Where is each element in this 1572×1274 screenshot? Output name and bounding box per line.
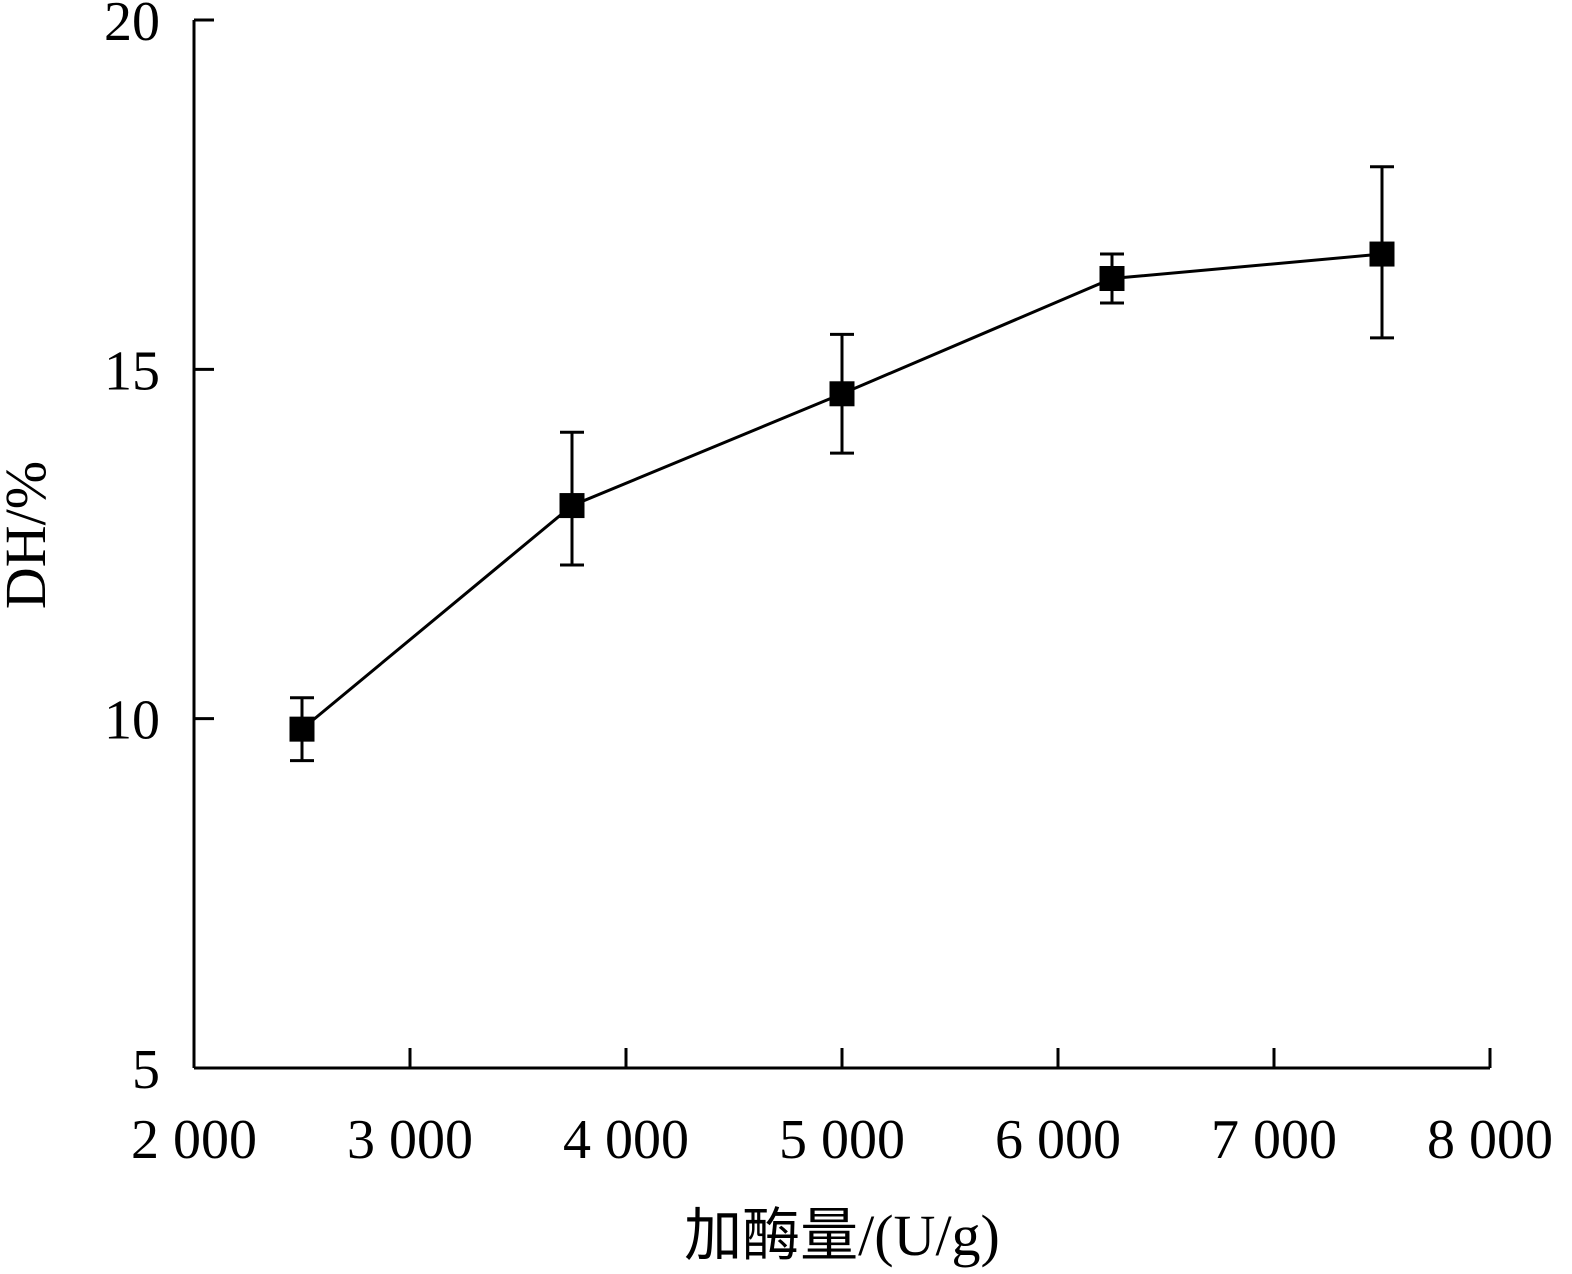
x-tick-label: 4 000 [563, 1109, 689, 1171]
x-tick-label: 3 000 [347, 1109, 473, 1171]
axes [192, 20, 1490, 1070]
y-axis-title: DH/% [0, 461, 58, 609]
x-tick-label: 8 000 [1427, 1109, 1553, 1171]
data-point [289, 716, 315, 742]
data-point [1099, 266, 1125, 292]
x-axis-title: 加酶量/(U/g) [684, 1203, 1000, 1268]
data-point [559, 493, 585, 519]
x-tick-label: 6 000 [995, 1109, 1121, 1171]
y-tick-label: 20 [104, 0, 160, 53]
data-point [1369, 241, 1395, 267]
y-tick-label: 5 [132, 1039, 160, 1101]
x-ticks: 2 000 3 000 4 000 5 000 6 000 7 000 8 000 [131, 1048, 1553, 1171]
series-line [301, 252, 1383, 731]
x-tick-label: 5 000 [779, 1109, 905, 1171]
y-tick-label: 15 [104, 340, 160, 402]
x-tick-label: 7 000 [1211, 1109, 1337, 1171]
plot-area [289, 165, 1395, 763]
x-tick-label: 2 000 [131, 1109, 257, 1171]
data-point [829, 381, 855, 407]
y-ticks: 5 10 15 20 [104, 0, 214, 1101]
y-tick-label: 10 [104, 690, 160, 752]
